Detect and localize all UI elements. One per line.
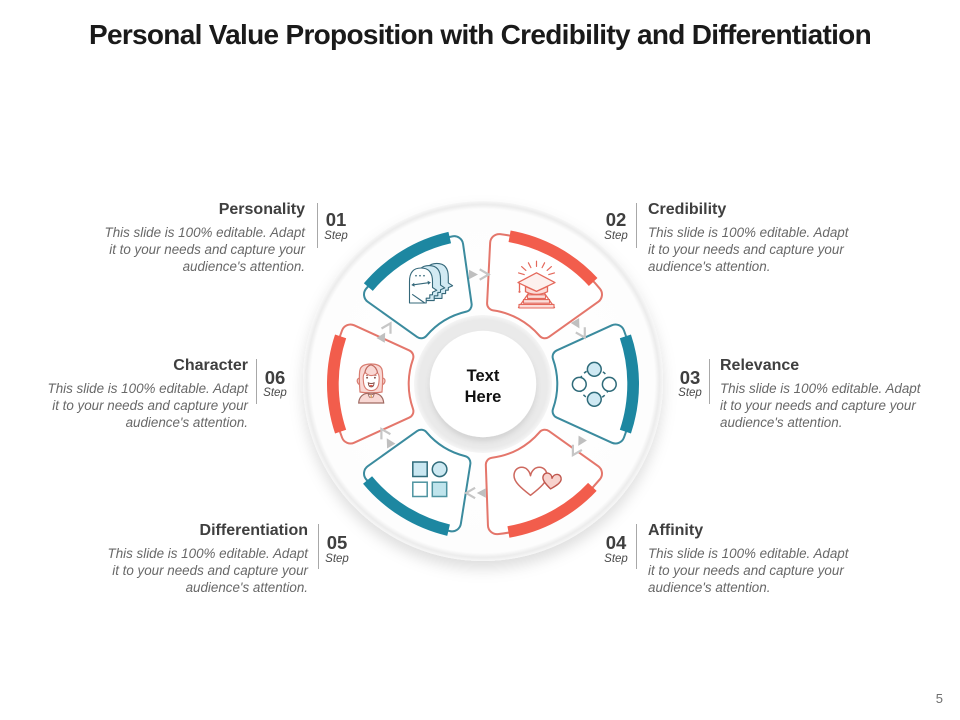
svg-text:Here: Here <box>465 388 502 406</box>
svg-text:Text: Text <box>467 367 500 385</box>
